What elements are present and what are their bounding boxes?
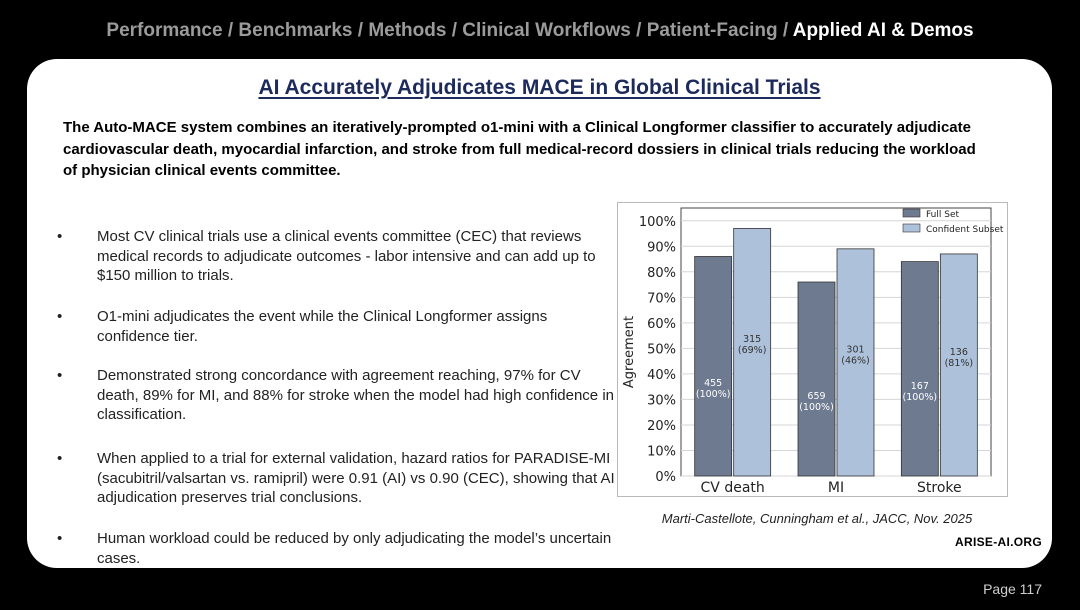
y-tick-label: 90%: [647, 240, 676, 255]
bullet-dot: •: [57, 367, 63, 384]
breadcrumb-item-performance[interactable]: Performance: [106, 20, 223, 41]
bar-full-set: [694, 256, 733, 477]
legend-swatch: [902, 208, 921, 218]
bar-confident-subset: [939, 253, 978, 477]
bullet-dot: •: [57, 530, 63, 547]
breadcrumb-separator: /: [227, 20, 234, 41]
legend-swatch: [902, 223, 921, 233]
breadcrumb-separator: /: [357, 20, 364, 41]
bar-data-label: 301 (46%): [841, 344, 870, 366]
breadcrumb-separator: /: [451, 20, 457, 41]
breadcrumb-separator: /: [636, 20, 642, 41]
y-tick-label: 20%: [647, 419, 676, 434]
bullet-text: When applied to a trial for external val…: [97, 450, 615, 506]
bullet-dot: •: [57, 228, 63, 245]
y-tick-label: 70%: [647, 291, 676, 306]
bullet-dot: •: [57, 308, 63, 325]
plot-area: [680, 207, 992, 477]
bar-full-set: [797, 281, 836, 477]
bar-data-label: 136 (81%): [945, 347, 974, 369]
agreement-chart: 0% 10% 20% 30% 40% 50% 60% 70% 80% 90% 100% Agreeme…: [617, 202, 1008, 497]
slide-intro: The Auto-MACE system combines an iterati…: [63, 119, 976, 179]
brand-logo-text: ARISE-AI.ORG: [955, 535, 1042, 549]
page-number: Page 117: [983, 581, 1042, 597]
bar-confident-subset: [733, 228, 772, 477]
breadcrumb-item-current: Applied AI & Demos: [792, 20, 974, 41]
legend-label: Confident Subset: [926, 225, 1004, 235]
breadcrumb-item-patient-facing[interactable]: Patient-Facing: [646, 20, 778, 41]
bar-data-label: 167 (100%): [903, 381, 938, 403]
bullet-text: O1-mini adjudicates the event while the …: [97, 308, 548, 345]
bar-data-label: 455 (100%): [696, 378, 731, 400]
y-tick-label: 60%: [647, 317, 676, 332]
y-axis-label: Agreement: [622, 316, 637, 388]
breadcrumb-separator: /: [782, 20, 789, 41]
y-tick-label: 30%: [647, 393, 676, 408]
y-tick-label: 80%: [647, 266, 676, 281]
bullet-text: Most CV clinical trials use a clinical e…: [97, 228, 596, 284]
breadcrumb-item-benchmarks[interactable]: Benchmarks: [238, 20, 353, 41]
breadcrumb-item-clinical-workflows[interactable]: Clinical Workflows: [462, 20, 631, 41]
y-tick-label: 0%: [655, 470, 676, 485]
bar-data-label: 659 (100%): [799, 391, 834, 413]
breadcrumb: Performance / Benchmarks / Methods / Cli…: [0, 20, 1080, 46]
bullet-text: Demonstrated strong concordance with agr…: [97, 367, 614, 423]
chart-canvas: 0% 10% 20% 30% 40% 50% 60% 70% 80% 90% 100% Agreeme…: [622, 207, 1004, 496]
bullet-dot: •: [57, 450, 63, 467]
x-tick-label: CV death: [701, 480, 765, 496]
slide-card: AI Accurately Adjudicates MACE in Global…: [27, 59, 1052, 568]
breadcrumb-item-methods[interactable]: Methods: [368, 20, 447, 41]
bar-full-set: [900, 261, 939, 477]
y-tick-label: 100%: [639, 215, 676, 230]
y-tick-label: 40%: [647, 368, 676, 383]
x-tick-label: Stroke: [917, 480, 962, 496]
x-tick-label: MI: [828, 480, 844, 496]
y-tick-label: 10%: [647, 444, 676, 459]
legend-label: Full Set: [926, 210, 960, 220]
slide-title: AI Accurately Adjudicates MACE in Global…: [258, 76, 821, 99]
citation: Marti-Castellote, Cunningham et al., JAC…: [661, 511, 973, 526]
bullet-text: Human workload could be reduced by only …: [97, 530, 612, 567]
bar-confident-subset: [836, 248, 875, 477]
y-tick-label: 50%: [647, 342, 676, 357]
bar-data-label: 315 (69%): [738, 334, 767, 356]
